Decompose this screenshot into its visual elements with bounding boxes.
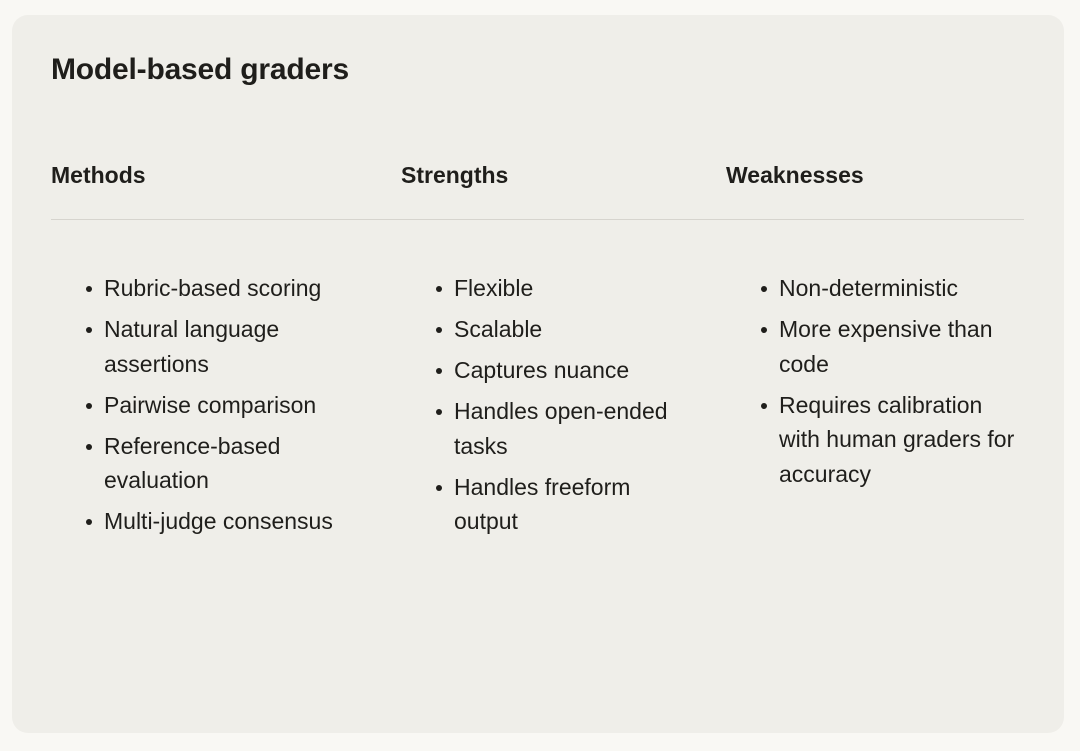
column-heading: Methods [51, 162, 146, 188]
bullet-item: Rubric-based scoring [86, 271, 354, 306]
divider [51, 219, 1024, 220]
bullet-item: Requires calibration with human graders … [761, 388, 1019, 492]
column-header: Strengths [401, 158, 508, 192]
card-title: Model-based graders [51, 53, 349, 86]
bullet-item: Non-deterministic [761, 271, 1019, 306]
card: Model-based graders Methods Rubric-based … [12, 15, 1064, 733]
bullet-item: Multi-judge consensus [86, 504, 354, 539]
bullet-item: Scalable [436, 312, 669, 347]
bullet-item: Handles open-ended tasks [436, 394, 669, 463]
bullet-list: Flexible Scalable Captures nuance Handles o… [436, 271, 669, 545]
bullet-item: Natural language assertions [86, 312, 354, 381]
bullet-item: Flexible [436, 271, 669, 306]
column-heading: Strengths [401, 162, 509, 188]
column-header: Weaknesses [726, 158, 864, 192]
bullet-item: More expensive than code [761, 312, 1019, 381]
bullet-item: Captures nuance [436, 353, 669, 388]
column-heading: Weaknesses [726, 162, 864, 188]
bullet-list: Non-deterministic More expensive than cod… [761, 271, 1019, 498]
bullet-list: Rubric-based scoring Natural language ass… [86, 271, 354, 545]
bullet-item: Reference-based evaluation [86, 429, 354, 498]
bullet-item: Handles freeform output [436, 470, 669, 539]
column-header: Methods [51, 158, 146, 192]
bullet-item: Pairwise comparison [86, 388, 354, 423]
